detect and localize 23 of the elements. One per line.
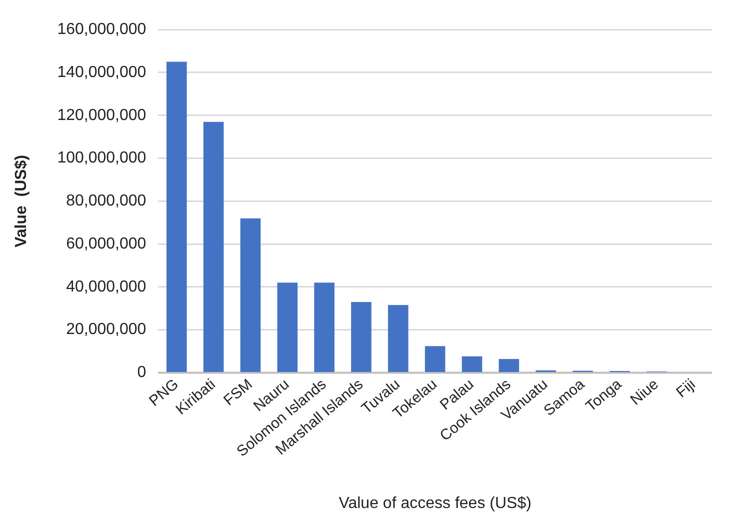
y-tick-label: 120,000,000 — [57, 106, 146, 124]
x-axis-title: Value of access fees (US$) — [338, 494, 532, 512]
bar — [462, 356, 482, 372]
y-tick-label: 0 — [137, 364, 146, 382]
bar — [314, 282, 334, 372]
x-tick-label: Fiji — [673, 376, 699, 402]
bar — [203, 122, 224, 372]
bar — [277, 282, 298, 372]
x-tick-label: Niue — [627, 376, 662, 409]
y-tick-label: 20,000,000 — [66, 321, 146, 338]
y-tick-label: 80,000,000 — [66, 192, 146, 210]
y-tick-label: 100,000,000 — [57, 150, 146, 167]
bar — [424, 346, 446, 372]
y-tick-label: 140,000,000 — [57, 64, 146, 81]
bar — [388, 304, 408, 372]
y-tick-label: 60,000,000 — [66, 235, 146, 252]
bar — [351, 302, 372, 372]
y-tick-label: 160,000,000 — [57, 21, 146, 38]
bar — [498, 359, 520, 372]
bar — [240, 218, 261, 372]
bar — [166, 62, 187, 372]
y-axis-title: Value (US$) — [13, 154, 30, 248]
y-tick-label: 40,000,000 — [66, 278, 146, 296]
